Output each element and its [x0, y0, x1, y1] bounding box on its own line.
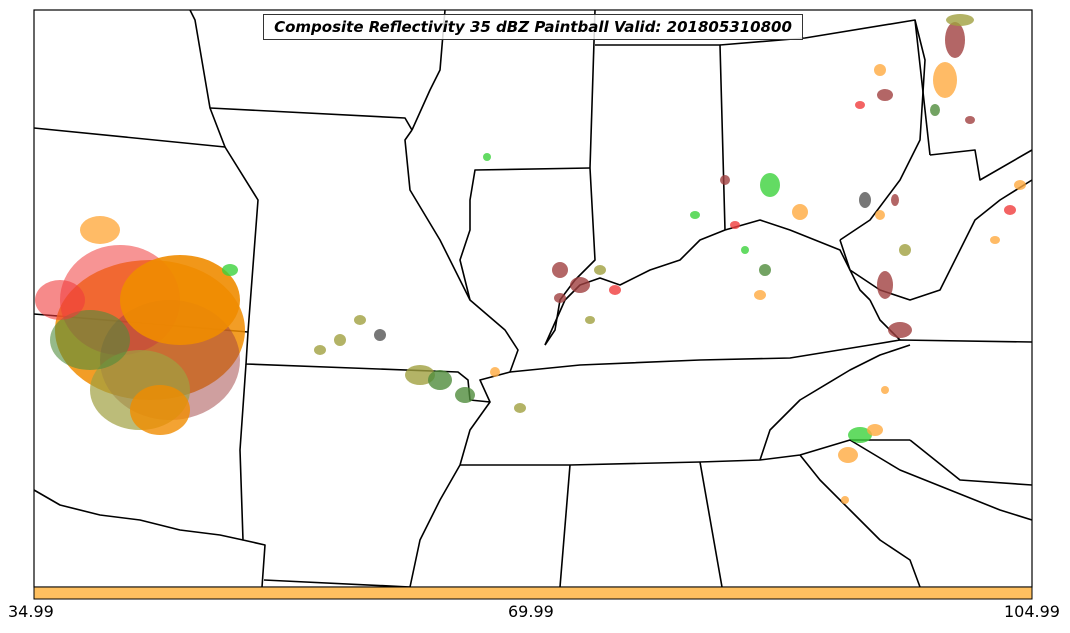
- radar-blobs: [35, 14, 1026, 504]
- colorbar: [33, 586, 1033, 600]
- colorbar-tick-max: 104.99: [1004, 602, 1060, 621]
- colorbar-tick-min: 34.99: [8, 602, 54, 621]
- colorbar-tick-mid: 69.99: [508, 602, 554, 621]
- map-title: Composite Reflectivity 35 dBZ Paintball …: [263, 14, 803, 40]
